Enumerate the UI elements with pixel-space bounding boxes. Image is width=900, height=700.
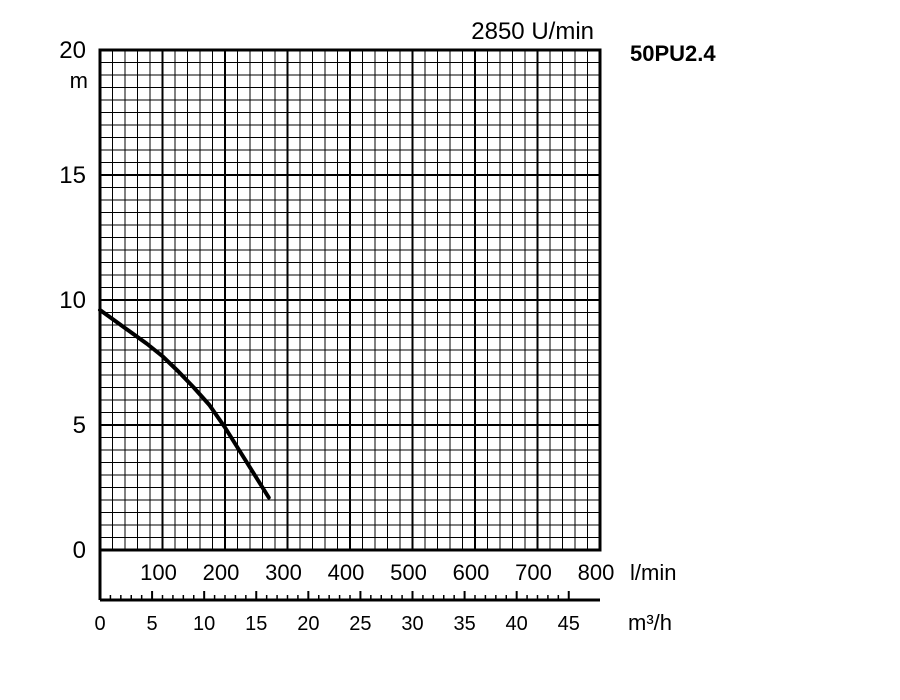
speed-label: 2850 U/min (471, 18, 594, 45)
x-primary-tick-label: 800 (578, 560, 615, 585)
x-primary-tick-label: 300 (265, 560, 302, 585)
x-primary-tick-label: 400 (328, 560, 365, 585)
x-secondary-tick-label: 40 (506, 613, 528, 635)
x-secondary-tick-label: 20 (297, 613, 319, 635)
x-primary-tick-label: 200 (203, 560, 240, 585)
x-primary-unit-label: l/min (630, 560, 676, 585)
x-secondary-tick-label: 10 (193, 613, 215, 635)
x-secondary-tick-label: 30 (401, 613, 423, 635)
x-primary-tick-label: 700 (515, 560, 552, 585)
major-gridlines (100, 50, 600, 550)
y-tick-label: 10 (59, 287, 86, 314)
x-secondary-tick-labels: 0 5 10 15 20 25 30 35 40 45 (94, 613, 579, 635)
plot-frame (98, 48, 602, 552)
x-secondary-tick-label: 0 (94, 613, 105, 635)
x-primary-tick-label: 600 (453, 560, 490, 585)
bottom-axis-lines (98, 550, 600, 602)
x-primary-tick-label: 100 (140, 560, 177, 585)
y-axis-unit-label: m (70, 68, 88, 93)
x-secondary-tick-label: 35 (453, 613, 475, 635)
x-secondary-tick-label: 5 (147, 613, 158, 635)
y-tick-label: 5 (73, 412, 86, 439)
x-primary-tick-labels: 100 200 300 400 500 600 700 800 (140, 560, 614, 585)
series-layer (98, 308, 271, 500)
y-tick-label: 15 (59, 162, 86, 189)
x-primary-tick-label: 500 (390, 560, 427, 585)
x-secondary-tick-label: 45 (558, 613, 580, 635)
x-secondary-tick-label: 15 (245, 613, 267, 635)
x-secondary-tick-label: 25 (349, 613, 371, 635)
y-tick-label: 20 (59, 37, 86, 64)
pump-curve-line (98, 308, 271, 500)
chart-title: 50PU2.4 (630, 41, 716, 66)
x-secondary-unit-label: m³/h (628, 610, 672, 635)
y-tick-labels: 0 5 10 15 20 (59, 37, 86, 564)
y-tick-label: 0 (73, 537, 86, 564)
